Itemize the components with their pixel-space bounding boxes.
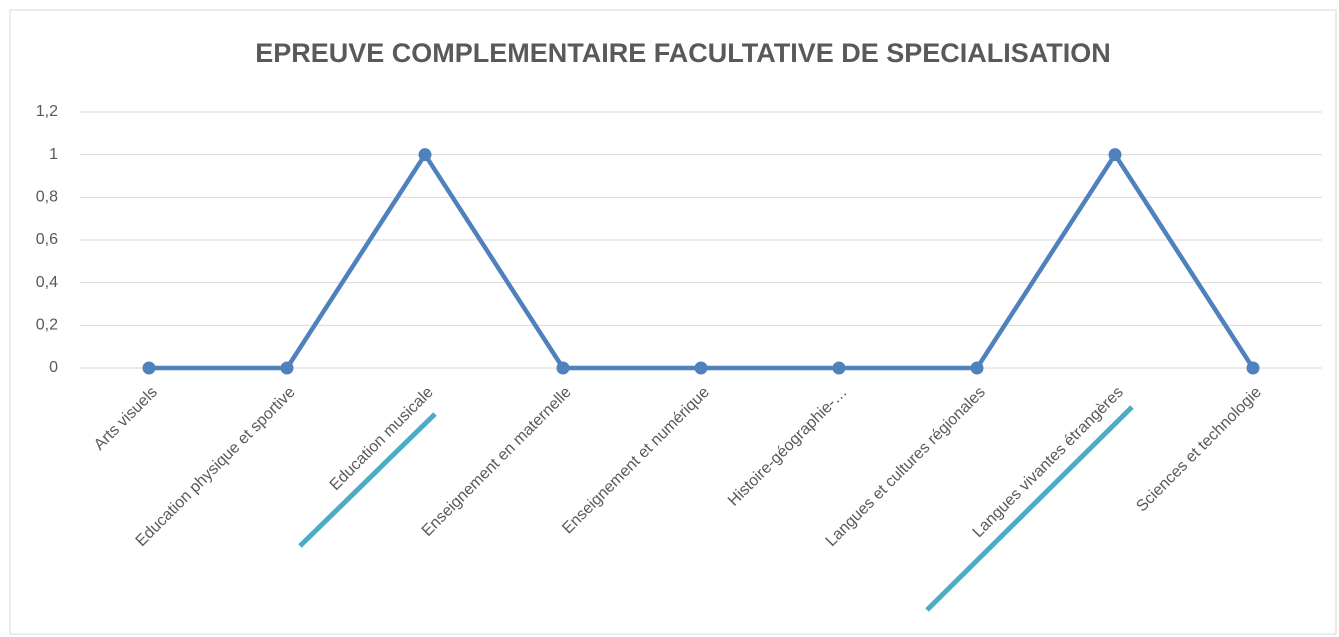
- y-tick-label: 0,6: [36, 231, 58, 248]
- point: [556, 361, 570, 375]
- point: [1108, 148, 1122, 162]
- y-tick-label: 0,8: [36, 189, 58, 206]
- chart-border: [9, 9, 1337, 635]
- y-tick-label: 0,4: [36, 274, 58, 291]
- point: [1246, 361, 1260, 375]
- chart-title: EPREUVE COMPLEMENTAIRE FACULTATIVE DE SP…: [255, 38, 1111, 68]
- point: [418, 148, 432, 162]
- point: [970, 361, 984, 375]
- point: [694, 361, 708, 375]
- point: [832, 361, 846, 375]
- point: [142, 361, 156, 375]
- point: [280, 361, 294, 375]
- y-tick-label: 1: [49, 146, 58, 163]
- y-tick-label: 0,2: [36, 317, 58, 334]
- y-tick-label: 1,2: [36, 103, 58, 120]
- highlight: [925, 405, 1134, 612]
- y-tick-label: 0: [49, 359, 58, 376]
- highlight: [298, 412, 437, 548]
